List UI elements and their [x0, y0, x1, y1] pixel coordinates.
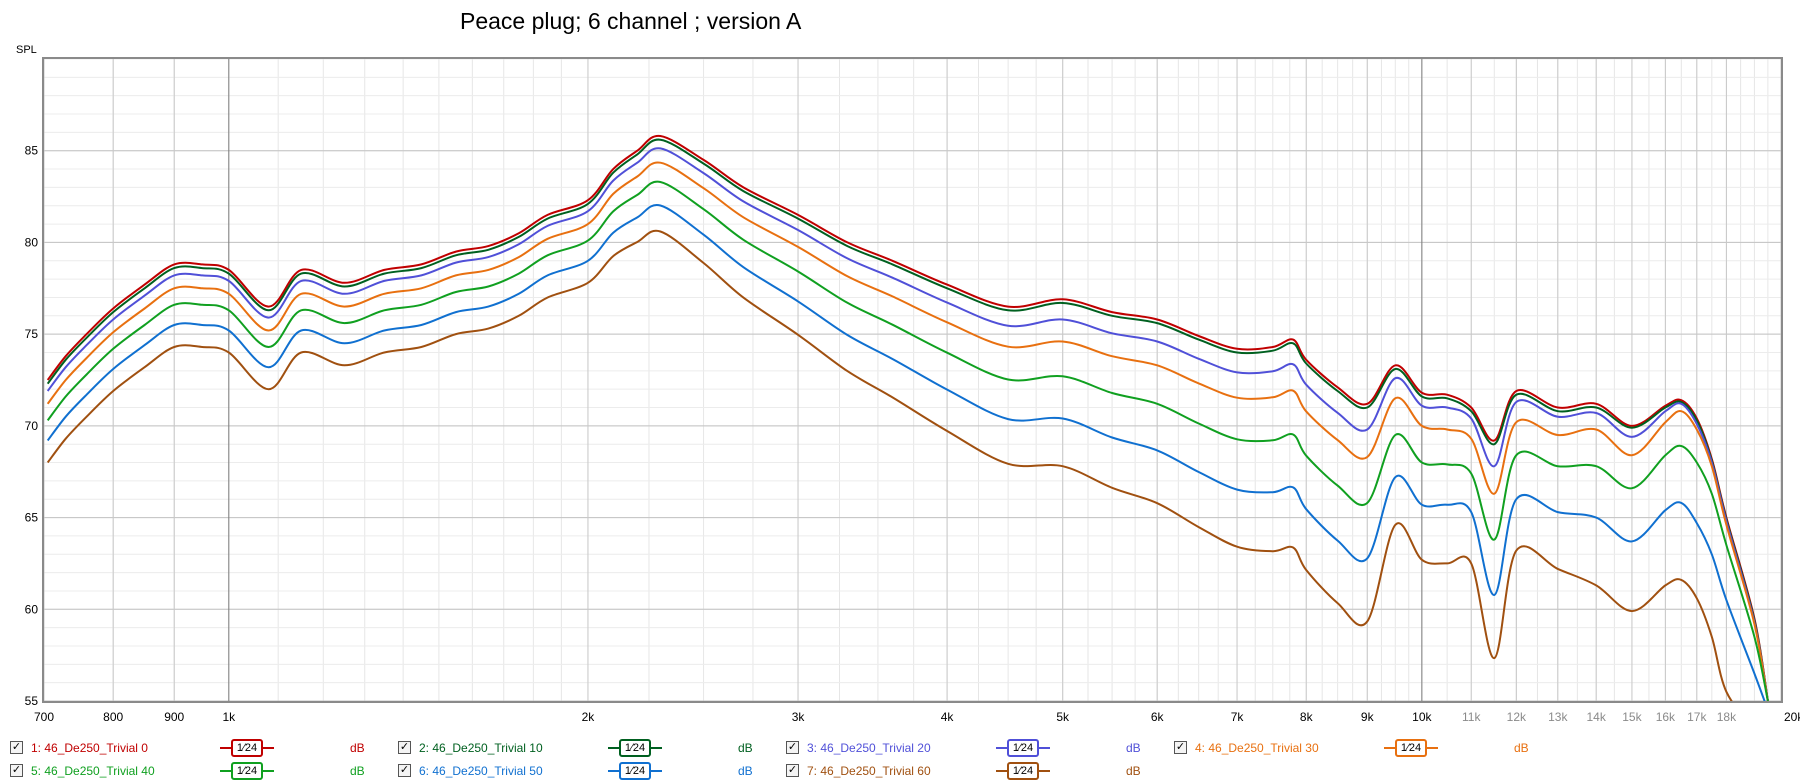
smoothing-selector[interactable]: 1⁄24 [608, 762, 662, 780]
x-tick-label: 3k [792, 710, 806, 724]
series-line-5[interactable] [46, 180, 1769, 701]
series-line-4[interactable] [46, 161, 1769, 701]
smoothing-selector[interactable]: 1⁄24 [220, 762, 274, 780]
frequency-response-chart[interactable]: SPL 55 60 65 70 75 80 85 700 800 900 1k 2k 3k 4k 5k 6k 7… [0, 0, 1800, 732]
plot-frame [42, 57, 1783, 703]
series-line-2[interactable] [46, 138, 1769, 701]
legend-label[interactable]: 6: 46_De250_Trivial 50 [419, 764, 543, 778]
legend-item: ✓ 2: 46_De250_Trivial 10 1⁄24 dB [398, 737, 778, 757]
axis-labels: 55 60 65 70 75 80 85 700 800 900 1k 2k 3k 4k 5k 6k 7k 8k 9… [25, 144, 1800, 724]
legend-checkbox[interactable]: ✓ [786, 741, 799, 754]
legend-label[interactable]: 1: 46_De250_Trivial 0 [31, 741, 148, 755]
x-tick-label: 14k [1587, 710, 1607, 724]
x-tick-label: 12k [1507, 710, 1527, 724]
y-tick-label: 75 [25, 327, 39, 341]
x-tick-label: 4k [941, 710, 955, 724]
legend-item: ✓ 6: 46_De250_Trivial 50 1⁄24 dB [398, 760, 778, 780]
x-tick-label: 17k [1687, 710, 1707, 724]
x-tick-label: 1k [222, 710, 236, 724]
x-tick-label: 700 [34, 710, 54, 724]
legend-checkbox[interactable]: ✓ [10, 741, 23, 754]
legend-label[interactable]: 7: 46_De250_Trivial 60 [807, 764, 931, 778]
legend-label[interactable]: 3: 46_De250_Trivial 20 [807, 741, 931, 755]
y-tick-label: 55 [25, 694, 39, 708]
legend-label[interactable]: 2: 46_De250_Trivial 10 [419, 741, 543, 755]
legend-checkbox[interactable]: ✓ [10, 764, 23, 777]
legend-unit: dB [350, 741, 365, 755]
smoothing-label: 1⁄24 [1007, 739, 1039, 757]
legend-item: ✓ 3: 46_De250_Trivial 20 1⁄24 dB [786, 737, 1166, 757]
x-tick-label: 900 [164, 710, 184, 724]
x-tick-label: 10k [1412, 710, 1432, 724]
legend-item: ✓ 7: 46_De250_Trivial 60 1⁄24 dB [786, 760, 1166, 780]
legend-unit: dB [1126, 764, 1141, 778]
smoothing-label: 1⁄24 [619, 762, 651, 780]
x-tick-label: 8k [1300, 710, 1314, 724]
smoothing-label: 1⁄24 [231, 762, 263, 780]
y-tick-label: 70 [25, 419, 39, 433]
legend-label[interactable]: 4: 46_De250_Trivial 30 [1195, 741, 1319, 755]
x-tick-label: 5k [1056, 710, 1070, 724]
y-tick-label: 80 [25, 235, 39, 249]
series-line-6[interactable] [46, 203, 1768, 710]
x-tick-label: 6k [1151, 710, 1165, 724]
smoothing-label: 1⁄24 [231, 739, 263, 757]
smoothing-label: 1⁄24 [619, 739, 651, 757]
x-tick-label: 20kHz [1784, 710, 1800, 724]
y-tick-label: 65 [25, 511, 39, 525]
smoothing-selector[interactable]: 1⁄24 [996, 762, 1050, 780]
legend-unit: dB [1126, 741, 1141, 755]
legend-item: ✓ 1: 46_De250_Trivial 0 1⁄24 dB [10, 737, 390, 757]
x-tick-label: 2k [582, 710, 596, 724]
legend-unit: dB [738, 764, 753, 778]
y-tick-label: 60 [25, 602, 39, 616]
x-tick-label: 15k [1622, 710, 1642, 724]
x-tick-label: 13k [1548, 710, 1568, 724]
smoothing-selector[interactable]: 1⁄24 [1384, 739, 1438, 757]
legend-checkbox[interactable]: ✓ [398, 764, 411, 777]
y-axis-label: SPL [16, 44, 37, 56]
legend-unit: dB [738, 741, 753, 755]
legend-checkbox[interactable]: ✓ [786, 764, 799, 777]
x-tick-label: 9k [1361, 710, 1375, 724]
grid [43, 58, 1782, 702]
x-tick-label: 7k [1231, 710, 1245, 724]
series-line-1[interactable] [46, 134, 1769, 701]
x-tick-label: 16k [1656, 710, 1676, 724]
smoothing-label: 1⁄24 [1007, 762, 1039, 780]
smoothing-label: 1⁄24 [1395, 739, 1427, 757]
x-tick-label: 18k [1717, 710, 1737, 724]
legend-label[interactable]: 5: 46_De250_Trivial 40 [31, 764, 155, 778]
legend-unit: dB [1514, 741, 1529, 755]
smoothing-selector[interactable]: 1⁄24 [608, 739, 662, 757]
y-tick-label: 85 [25, 144, 39, 158]
legend: ✓ 1: 46_De250_Trivial 0 1⁄24 dB ✓ 2: 46_De250… [0, 732, 1800, 784]
legend-item: ✓ 5: 46_De250_Trivial 40 1⁄24 dB [10, 760, 390, 780]
smoothing-selector[interactable]: 1⁄24 [220, 739, 274, 757]
legend-item: ✓ 4: 46_De250_Trivial 30 1⁄24 dB [1174, 737, 1554, 757]
x-tick-label: 800 [103, 710, 123, 724]
legend-checkbox[interactable]: ✓ [1174, 741, 1187, 754]
x-tick-label: 11k [1462, 710, 1481, 724]
series-line-7[interactable] [46, 229, 1768, 732]
series-line-3[interactable] [46, 147, 1769, 701]
chart-title: Peace plug; 6 channel ; version A [460, 8, 802, 34]
smoothing-selector[interactable]: 1⁄24 [996, 739, 1050, 757]
series-group [46, 134, 1769, 732]
legend-unit: dB [350, 764, 365, 778]
legend-checkbox[interactable]: ✓ [398, 741, 411, 754]
